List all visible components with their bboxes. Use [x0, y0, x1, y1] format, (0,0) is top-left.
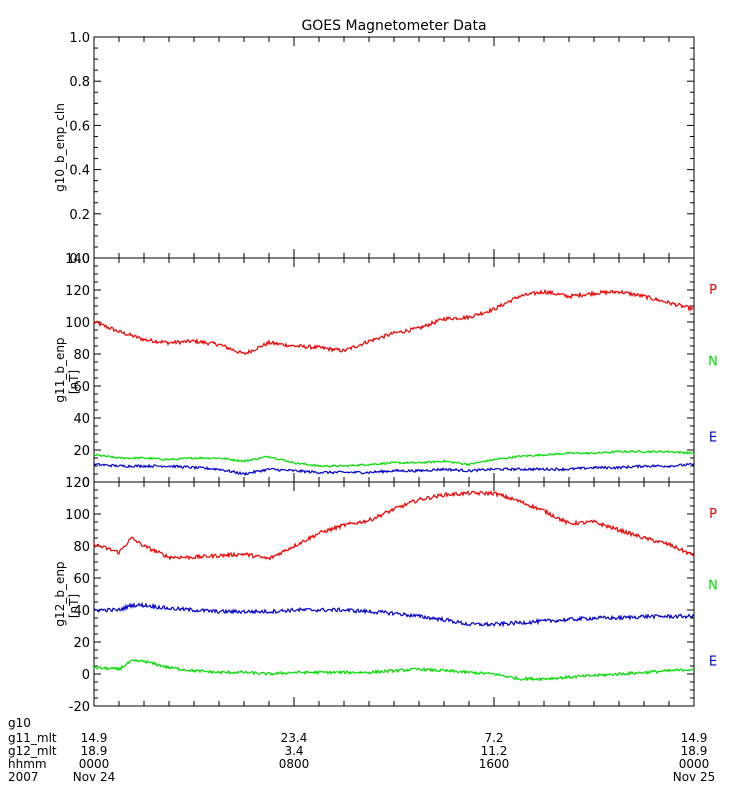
series-line-N: [93, 658, 695, 682]
legend-P: P: [709, 283, 717, 298]
y-tick-label: 0: [82, 476, 90, 491]
x-row-label: hhmm: [8, 757, 47, 771]
y-tick-label: -20: [69, 700, 90, 715]
x-row-value: 11.2: [481, 744, 508, 758]
panels: 0.0 0.2 0.4 0.6 0.8 1.0 g10_b_enp_cln 0 20 40 60 80…: [53, 31, 718, 715]
legend-E: E: [709, 431, 717, 446]
x-row-value: 3.4: [284, 744, 303, 758]
y-tick-label: 20: [73, 444, 90, 459]
panel-g10: 0.0 0.2 0.4 0.6 0.8 1.0 g10_b_enp_cln: [53, 31, 695, 267]
x-row-value: 14.9: [81, 731, 108, 745]
y-tick-label: 0.0: [69, 252, 90, 267]
x-row-value: 1600: [479, 757, 510, 771]
x-row-value: Nov 24: [73, 770, 116, 784]
panel-frame: [93, 481, 695, 707]
y-axis-unit: [nT]: [67, 370, 81, 394]
panel-g11: 0 20 40 60 80 100 120 140 g11_b_enp [nT] P N E: [53, 252, 718, 491]
panel-frame: [93, 36, 695, 259]
x-row-value: 7.2: [484, 731, 503, 745]
x-row-value: 23.4: [281, 731, 308, 745]
y-tick-label: 120: [65, 284, 90, 299]
series-line-E: [93, 601, 695, 628]
y-tick-label: 40: [73, 604, 90, 619]
panel-g12: -20 0 20 40 60 80 100 120 g12_b_enp [nT] P N E: [53, 476, 718, 715]
x-row-label: 2007: [8, 770, 39, 784]
panel-frame: [93, 257, 695, 483]
x-row-label: g11_mlt: [8, 731, 57, 745]
x-row-value: 0800: [279, 757, 310, 771]
chart-title: GOES Magnetometer Data: [301, 18, 486, 34]
y-axis-label: g11_b_enp: [53, 337, 67, 402]
y-tick-label: 0: [82, 668, 90, 683]
x-row-value: 0000: [679, 757, 710, 771]
y-tick-label: 0.6: [69, 119, 90, 134]
y-axis-label: g10_b_enp_cln: [53, 103, 67, 192]
x-row-value: Nov 25: [673, 770, 716, 784]
y-tick-label: 40: [73, 412, 90, 427]
series-line-N: [93, 449, 695, 468]
y-tick-label: 0.2: [69, 208, 90, 223]
series-line-E: [93, 462, 695, 477]
x-row-value: 0000: [79, 757, 110, 771]
y-tick-label: 80: [73, 540, 90, 555]
y-tick-label: 100: [65, 316, 90, 331]
y-axis-unit: [nT]: [67, 594, 81, 618]
legend-P: P: [709, 507, 717, 522]
y-axis-label: g12_b_enp: [53, 561, 67, 626]
y-tick-label: 60: [73, 380, 90, 395]
x-row-label: g12_mlt: [8, 744, 57, 758]
y-tick-label: 1.0: [69, 31, 90, 46]
x-row-value: 14.9: [681, 731, 708, 745]
legend-E: E: [709, 655, 717, 670]
y-tick-label: 0.8: [69, 75, 90, 90]
series-line-P: [93, 288, 695, 356]
y-tick-label: 80: [73, 348, 90, 363]
y-tick-label: 120: [65, 476, 90, 491]
x-row-label: g10: [8, 716, 31, 730]
y-tick-label: 140: [65, 252, 90, 267]
legend-N: N: [708, 355, 718, 370]
legend-N: N: [708, 579, 718, 594]
y-tick-label: 60: [73, 572, 90, 587]
y-tick-label: 20: [73, 636, 90, 651]
series-line-P: [93, 489, 695, 561]
y-tick-label: 100: [65, 508, 90, 523]
x-row-value: 18.9: [81, 744, 108, 758]
x-row-value: 18.9: [681, 744, 708, 758]
y-tick-label: 0.4: [69, 164, 90, 179]
